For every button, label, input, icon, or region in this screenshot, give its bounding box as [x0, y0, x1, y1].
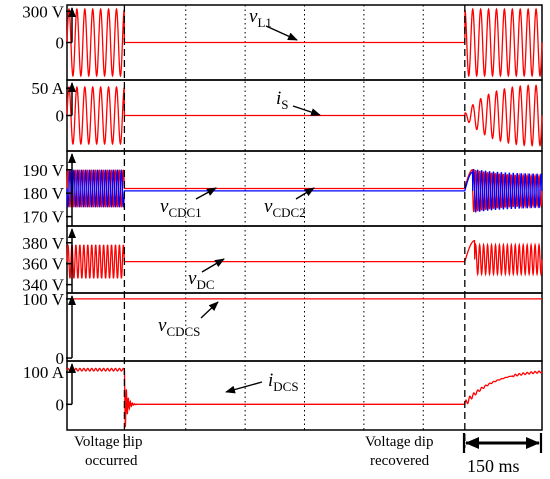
- series-label-vcdc1: vCDC1: [160, 196, 202, 220]
- y-tick-label-vCDC: 180 V: [22, 184, 64, 203]
- pointer-vl1: [265, 25, 298, 41]
- y-tick-label-vDC: 340 V: [22, 276, 64, 295]
- pointer-vcdc2: [295, 187, 315, 200]
- note-dip-line2: occurred: [85, 453, 138, 469]
- scale-label: 150 ms: [467, 456, 520, 476]
- y-tick-label-iS: 50 A: [31, 79, 64, 98]
- y-tick-label-vCDC: 170 V: [22, 208, 64, 227]
- note-dip-line1: Voltage dip: [74, 434, 142, 450]
- series-label-vdc: vDC: [188, 268, 215, 292]
- pointer-vcdc1: [195, 187, 217, 200]
- series-label-idcs: iDCS: [268, 370, 299, 394]
- trace-iDCS-dcs: [66, 367, 543, 428]
- series-label-vl1: vL1: [249, 6, 272, 30]
- y-tick-label-vCDCS: 0: [56, 349, 65, 368]
- grid-lines: [185, 5, 424, 430]
- y-tick-label-vDC: 360 V: [22, 255, 64, 274]
- y-tick-label-iDCS: 0: [56, 395, 65, 414]
- y-tick-label-vDC: 380 V: [22, 234, 64, 253]
- trace-iS-s: [66, 84, 543, 147]
- time-scale-bar: 150 ms: [462, 433, 543, 476]
- note-recover-line1: Voltage dip: [365, 434, 433, 450]
- series-label-vcdc2: vCDC2: [264, 196, 306, 220]
- event-markers: [123, 5, 466, 448]
- trace-vL1-l1: [66, 7, 543, 78]
- y-tick-label-vCDCS: 100 V: [22, 290, 64, 309]
- y-tick-label-iS: 0: [56, 107, 65, 126]
- y-tick-label-vL1: 300 V: [22, 2, 64, 21]
- y-tick-label-vL1: 0: [56, 34, 65, 53]
- pointer-vcdcs: [200, 301, 219, 319]
- y-axes: 300 V 0 50 A 0 190 V 180 V 170 V 380 V 360 V 340 …: [22, 2, 76, 414]
- y-tick-label-iDCS: 100 A: [23, 363, 65, 382]
- pointer-is: [292, 105, 321, 116]
- y-tick-label-vCDC: 190 V: [22, 161, 64, 180]
- series-label-is: iS: [276, 88, 289, 112]
- trace-vDC-dc: [66, 239, 543, 279]
- panel-frame-vdc: [66, 225, 543, 294]
- series-labels: vL1 iS vCDC1 vCDC2 vDC vCDCS iDCS: [158, 6, 321, 394]
- pointer-vdc: [201, 258, 225, 273]
- series-label-vcdcs: vCDCS: [158, 315, 200, 339]
- note-recover-line2: recovered: [370, 453, 430, 469]
- pointer-idcs: [225, 381, 263, 394]
